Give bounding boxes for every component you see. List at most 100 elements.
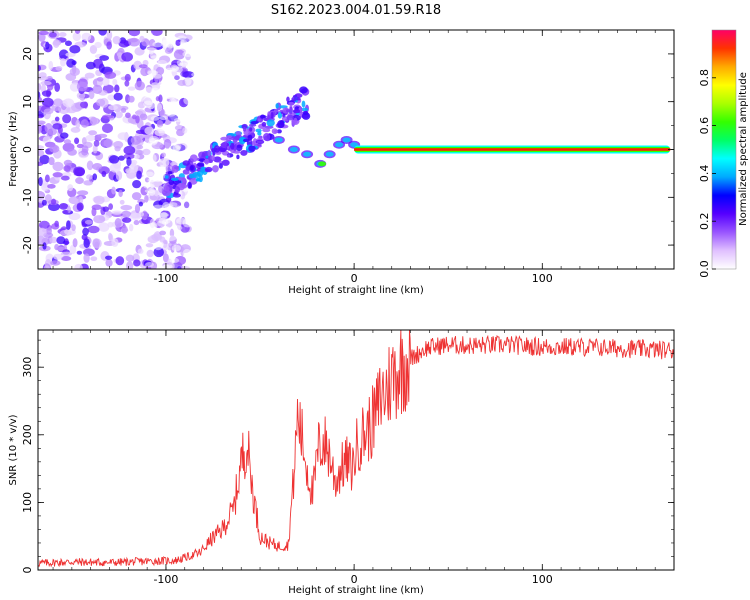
spectrogram-fade xyxy=(186,256,194,264)
spectrogram-fade xyxy=(195,65,207,70)
spectrogram-band xyxy=(227,135,232,139)
spectrogram-band xyxy=(164,175,169,179)
spectrogram-noise xyxy=(41,90,52,97)
spectrogram-noise xyxy=(51,105,61,112)
spectrogram-noise xyxy=(130,135,142,145)
spectrogram-noise xyxy=(111,238,119,247)
spectrogram-noise xyxy=(52,161,64,172)
spectrogram-noise xyxy=(80,119,89,128)
spectrogram-noise xyxy=(118,189,123,198)
spectrogram-noise xyxy=(120,107,127,113)
spectrogram-feature-core xyxy=(342,137,351,143)
spectrogram-noise xyxy=(133,154,140,160)
spectrogram-noise xyxy=(98,30,107,36)
spectrogram-noise xyxy=(92,238,100,249)
spectrogram-fade xyxy=(147,140,158,146)
spectrogram-band xyxy=(288,101,295,106)
bottom-x-axis-label: Height of straight line (km) xyxy=(288,585,424,596)
spectrogram-noise xyxy=(54,82,61,93)
spectrogram-band xyxy=(226,154,231,158)
spectrogram-noise xyxy=(97,133,108,138)
spectrogram-noise xyxy=(159,230,167,236)
spectrogram-noise xyxy=(93,195,105,205)
spectrogram-noise xyxy=(38,83,42,92)
spectrogram-fade xyxy=(149,153,157,163)
spectrogram-noise xyxy=(128,223,134,232)
spectrogram-noise xyxy=(81,32,92,41)
colorbar-tick-label: 0.0 xyxy=(698,260,711,278)
spectrogram-noise xyxy=(72,238,78,248)
spectrogram-noise xyxy=(134,149,144,155)
spectrogram-noise xyxy=(75,177,84,185)
spectrogram-band xyxy=(266,119,275,127)
spectrogram-noise xyxy=(96,76,104,82)
spectrogram-band xyxy=(276,129,282,134)
spectrogram-noise xyxy=(76,92,86,100)
spectrogram-noise xyxy=(83,238,90,249)
spectrogram-noise xyxy=(115,256,125,266)
spectrogram-noise xyxy=(163,138,172,149)
spectrogram-fade xyxy=(195,216,204,223)
spectrogram-noise xyxy=(158,94,163,103)
spectrogram-noise xyxy=(129,212,142,221)
spectrogram-band xyxy=(242,127,246,132)
spectrogram-noise xyxy=(105,255,113,260)
spectrogram-noise xyxy=(123,153,135,160)
spectrogram-noise xyxy=(139,211,144,217)
spectrogram-noise xyxy=(125,254,135,262)
spectrogram-fade xyxy=(184,76,192,86)
spectrogram-fade xyxy=(177,35,187,41)
bottom-y-axis-label: SNR (10 * v/v) xyxy=(8,414,19,485)
top-x-axis-label: Height of straight line (km) xyxy=(288,285,424,296)
figure-title: S162.2023.004.01.59.R18 xyxy=(271,3,441,18)
spectrogram-noise xyxy=(38,75,49,81)
spectrogram-fade xyxy=(159,115,168,121)
spectrogram-noise xyxy=(48,60,54,71)
spectrogram-noise xyxy=(127,38,138,43)
spectrogram-noise xyxy=(58,49,69,60)
spectrogram-band xyxy=(178,176,183,181)
spectrogram-noise xyxy=(132,114,137,120)
spectrogram-noise xyxy=(60,175,70,181)
spectrogram-noise xyxy=(74,137,80,145)
spectrogram-noise xyxy=(38,65,41,72)
colorbar-tick-label: 0.2 xyxy=(698,212,711,230)
spectrogram-noise xyxy=(46,226,52,235)
spectrogram-noise xyxy=(92,163,103,171)
spectrogram-fade xyxy=(191,228,203,239)
spectrogram-band xyxy=(296,97,301,101)
spectrogram-fade xyxy=(165,110,177,117)
bottom-axis-ticks: -100 0 100 0 100 200 300 xyxy=(21,330,675,586)
spectrogram-noise xyxy=(62,114,72,124)
spectrogram-noise xyxy=(38,227,47,237)
spectrogram-band xyxy=(291,96,298,102)
spectrogram-noise xyxy=(164,48,173,55)
spectrogram-noise xyxy=(182,127,188,134)
spectrogram-noise xyxy=(79,101,89,109)
spectrogram-noise xyxy=(41,199,47,206)
spectrogram-band xyxy=(289,106,293,115)
spectrogram-noise xyxy=(88,130,98,136)
spectrogram-band xyxy=(303,110,309,116)
spectrogram-fade xyxy=(193,89,204,94)
spectrogram-band xyxy=(247,134,253,141)
spectrogram-band xyxy=(207,149,212,157)
spectrogram-feature-core xyxy=(350,142,359,148)
spectrogram-band xyxy=(221,159,230,166)
spectrogram-noise xyxy=(40,80,52,86)
spectrogram-band xyxy=(241,123,248,130)
spectrogram-noise xyxy=(43,265,50,269)
spectrogram-noise xyxy=(156,120,164,128)
spectrogram-fade xyxy=(143,100,153,109)
spectrogram-noise xyxy=(38,120,46,125)
spectrogram-noise xyxy=(125,112,131,119)
spectrogram-fade xyxy=(145,229,152,238)
spectrogram-noise xyxy=(89,44,98,54)
spectrogram-noise xyxy=(41,97,54,108)
spectrogram-noise xyxy=(134,203,141,214)
spectrogram-band xyxy=(189,154,198,163)
spectrogram-fade xyxy=(150,55,160,61)
spectrogram-fade xyxy=(183,96,193,105)
spectrogram-noise xyxy=(65,220,71,231)
spectrogram-fade xyxy=(167,76,174,83)
